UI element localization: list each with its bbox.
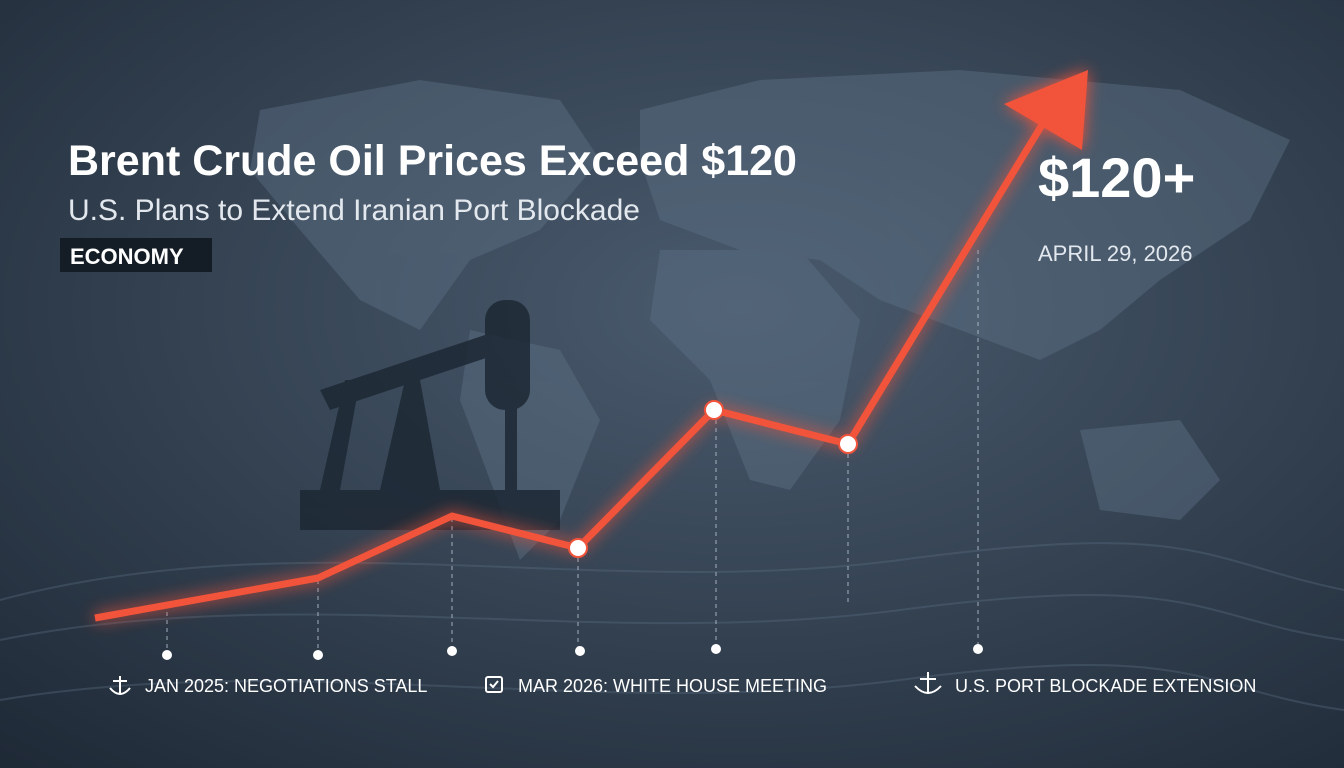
world-map — [250, 70, 1290, 560]
trend-points — [568, 400, 858, 558]
timeline-event: U.S. PORT BLOCKADE EXTENSION — [955, 676, 1256, 696]
timeline-event: MAR 2026: WHITE HOUSE MEETING — [518, 676, 827, 696]
subheadline: U.S. Plans to Extend Iranian Port Blocka… — [68, 194, 640, 227]
waves — [0, 542, 1344, 711]
tag: ECONOMY — [70, 244, 184, 269]
guide-dots — [162, 644, 983, 660]
icons — [109, 672, 942, 695]
oil-pump — [300, 300, 560, 530]
date: APRIL 29, 2026 — [1038, 241, 1193, 266]
tag-box — [60, 238, 212, 272]
headline: Brent Crude Oil Prices Exceed $120 — [68, 137, 797, 185]
timeline-event: JAN 2025: NEGOTIATIONS STALL — [145, 676, 427, 696]
price: $120+ — [1038, 146, 1195, 209]
guide-lines — [166, 250, 979, 650]
